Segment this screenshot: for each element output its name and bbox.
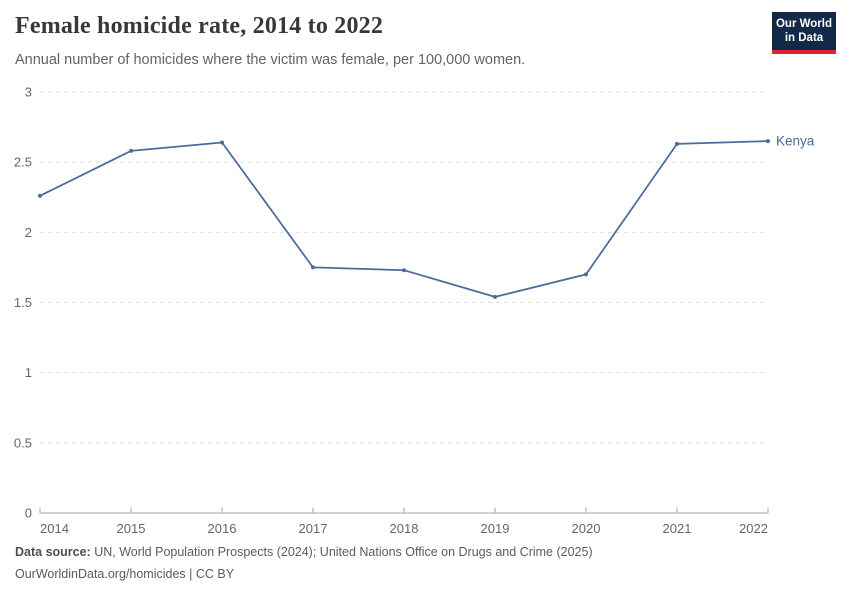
data-point[interactable] <box>38 193 42 198</box>
page-title: Female homicide rate, 2014 to 2022 <box>15 13 384 39</box>
y-axis-tick-label: 0 <box>25 506 32 521</box>
x-axis-tick-label: 2018 <box>390 521 419 536</box>
x-axis-tick-label: 2019 <box>481 521 510 536</box>
owid-logo-line1: Our World <box>775 17 832 30</box>
data-source-line: Data source: UN, World Population Prospe… <box>15 545 835 560</box>
data-source-label: Data source: <box>15 545 91 559</box>
y-axis-tick-label: 1 <box>25 365 32 380</box>
data-point[interactable] <box>220 140 224 145</box>
footer-citation: OurWorldinData.org/homicides | CC BY <box>15 566 235 581</box>
data-point[interactable] <box>493 294 497 299</box>
chart-subtitle: Annual number of homicides where the vic… <box>15 52 526 68</box>
series-label-kenya[interactable]: Kenya <box>776 134 815 149</box>
data-point[interactable] <box>129 148 133 153</box>
y-axis-tick-label: 3 <box>25 85 32 100</box>
data-point[interactable] <box>675 141 679 146</box>
x-axis-tick-label: 2016 <box>208 521 237 536</box>
data-point[interactable] <box>402 268 406 273</box>
y-axis-tick-label: 1.5 <box>14 295 32 310</box>
x-axis-tick-label: 2017 <box>299 521 328 536</box>
data-source-text: UN, World Population Prospects (2024); U… <box>94 545 593 559</box>
x-axis-tick-label: 2014 <box>40 521 69 536</box>
chart-footer: Data source: UN, World Population Prospe… <box>15 545 835 590</box>
data-point[interactable] <box>311 265 315 270</box>
x-axis-tick-label: 2021 <box>663 521 692 536</box>
y-axis-tick-label: 2.5 <box>14 155 32 170</box>
x-axis-tick-label: 2020 <box>572 521 601 536</box>
y-axis-tick-label: 0.5 <box>14 435 32 450</box>
owid-logo[interactable]: Our World in Data <box>772 12 836 54</box>
series-line-kenya[interactable] <box>39 140 769 298</box>
data-point[interactable] <box>766 139 770 144</box>
y-axis-tick-label: 2 <box>25 225 32 240</box>
owid-logo-line2: in Data <box>784 32 824 44</box>
x-axis-tick-label: 2015 <box>117 521 146 536</box>
x-axis-tick-label: 2022 <box>739 521 768 536</box>
data-point[interactable] <box>584 272 588 277</box>
